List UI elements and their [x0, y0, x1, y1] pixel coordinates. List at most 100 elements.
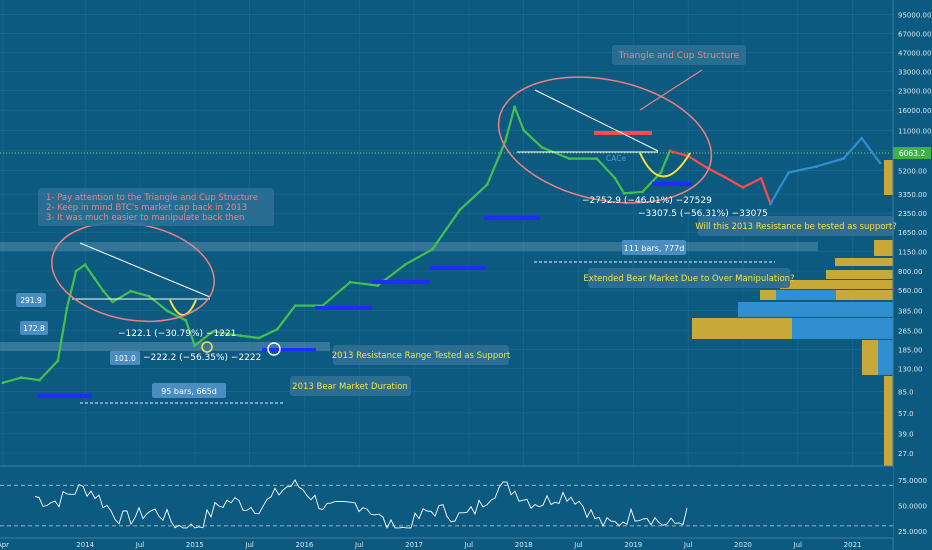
volume-profile [692, 160, 893, 466]
will-test-label: Will this 2013 Resistance be tested as s… [695, 222, 897, 232]
svg-text:101.0: 101.0 [114, 354, 136, 363]
measure-2018-b: −3307.5 (−56.31%) −33075 [638, 209, 768, 219]
series-0-point-22 [376, 284, 379, 287]
series-0-point-17 [257, 336, 261, 340]
y-tick-15: 385.00 [898, 307, 923, 315]
svg-text:291.9: 291.9 [20, 296, 42, 305]
series-0-point-5 [74, 269, 78, 273]
series-0-point-34 [622, 192, 626, 195]
extended-bear-box: Extended Bear Market Due to Over Manipul… [583, 268, 795, 288]
y-tick-2: 47000.00 [898, 49, 931, 57]
series-0-point-14 [193, 344, 197, 347]
series-0-point-8 [102, 289, 105, 293]
bear-duration-label: 2013 Bear Market Duration [292, 382, 408, 392]
rsi-line [34, 478, 688, 530]
support-lines [38, 131, 692, 398]
triangle-2018 [497, 76, 713, 204]
series-0-point-6 [83, 263, 87, 267]
y-axis-ticks: 95000.00 67000.00 47000.00 33000.00 23000.00… [898, 12, 931, 458]
y-tick-12: 1150.00 [898, 249, 927, 257]
series-0-point-15 [211, 330, 215, 333]
bear-duration-box: 2013 Bear Market Duration [290, 376, 411, 396]
y-tick-8: 5200.00 [898, 168, 927, 176]
series-0-point-24 [431, 247, 434, 251]
resistance-band-2013 [0, 342, 330, 351]
series-0-point-36 [659, 171, 663, 175]
current-price-badge: 6063.2 [893, 147, 931, 159]
series-0-point-2 [38, 378, 41, 382]
series-0-point-30 [540, 146, 544, 149]
x-tick-0: Apr [0, 541, 9, 549]
price-tag-172: 172.8 [20, 321, 48, 335]
series-0-point-35 [641, 190, 644, 194]
series-0-point-28 [513, 105, 516, 109]
x-tick-10: Jul [573, 541, 583, 549]
measure-2018-a: −2752.9 (−46.01%) −27529 [582, 196, 712, 206]
series-0-point-21 [348, 280, 352, 284]
series-0-point-27 [504, 139, 507, 143]
triangle-cup-title: Triangle and Cup Structure [618, 51, 740, 61]
y-tick-1: 67000.00 [898, 30, 931, 38]
triangle-title-box: Triangle and Cup Structure [612, 45, 746, 65]
x-axis-ticks: Apr 2014 Jul 2015 Jul 2016 Jul 2017 Jul 2018 Jul 20… [0, 541, 862, 549]
rsi-pane [0, 467, 893, 537]
x-tick-1: 2014 [76, 541, 94, 549]
series-0-point-18 [275, 328, 279, 331]
resistance-tested-label: 2013 Resistance Range Tested as Support [332, 351, 511, 361]
y-tick-9: 3350.00 [898, 191, 927, 199]
x-tick-3: 2015 [186, 541, 204, 549]
note-1: 1- Pay attention to the Triangle and Cup… [46, 193, 258, 203]
x-tick-13: 2020 [734, 541, 752, 549]
series-0-point-19 [293, 304, 297, 307]
y-tick-22: 27.0 [898, 450, 914, 458]
x-tick-6: Jul [354, 541, 364, 549]
series-1-point-2 [705, 166, 708, 169]
y-tick-20: 57.0 [898, 410, 914, 418]
rsi-tick-2: 25.0000 [898, 528, 927, 536]
y-tick-5: 16000.00 [898, 107, 931, 115]
extended-bear-label: Extended Bear Market Due to Over Manipul… [583, 274, 794, 284]
series-0-point-16 [239, 334, 242, 338]
bars-2013-box: 95 bars, 665d [152, 383, 226, 398]
support-circle-1 [201, 341, 213, 353]
y-tick-13: 800.00 [898, 268, 923, 276]
series-0-point-7 [93, 276, 96, 280]
cace-label: CACe [606, 154, 626, 163]
support-circle-2 [267, 342, 281, 356]
series-0-point-25 [458, 208, 462, 212]
rsi-tick-0: 75.0000 [898, 477, 927, 485]
price-tag-101: 101.0 [110, 351, 140, 365]
svg-text:172.8: 172.8 [23, 324, 45, 333]
series-1-point-4 [741, 186, 745, 189]
x-tick-12: Jul [683, 541, 693, 549]
y-tick-3: 33000.00 [898, 68, 931, 76]
series-2-line [769, 137, 881, 205]
triangle-callout-line [639, 69, 703, 111]
series-0-point-9 [111, 300, 114, 304]
series-2-point-4 [860, 136, 864, 140]
measure-2013-b: −222.2 (−56.35%) −2222 [143, 353, 261, 363]
y-tick-19: 85.0 [898, 388, 914, 396]
bars-2018-label: 111 bars, 777d [624, 244, 685, 253]
series-0-point-33 [613, 176, 617, 180]
series-1-point-5 [759, 176, 763, 180]
resistance-tested-box: 2013 Resistance Range Tested as Support [332, 345, 511, 365]
grid-lines [0, 0, 893, 538]
series-2-point-2 [814, 165, 818, 169]
note-3: 3- It was much easier to manipulate back… [46, 213, 244, 223]
series-0-point-31 [568, 157, 571, 161]
y-tick-11: 1650.00 [898, 229, 927, 237]
note-2: 2- Keep in mind BTC's market cap back in… [46, 203, 247, 213]
x-tick-5: 2016 [296, 541, 314, 549]
rsi-axis-ticks: 75.0000 50.0000 25.0000 [898, 477, 927, 536]
series-0-line [2, 105, 671, 384]
series-0-point-12 [166, 309, 169, 313]
y-tick-4: 23000.00 [898, 88, 931, 96]
series-0-point-0 [1, 381, 5, 385]
series-0-point-26 [485, 183, 489, 187]
x-tick-2: Jul [135, 541, 145, 549]
series-2-point-5 [878, 161, 882, 165]
will-test-box: Will this 2013 Resistance be tested as s… [695, 216, 897, 236]
notes-box: 1- Pay attention to the Triangle and Cup… [38, 188, 274, 226]
